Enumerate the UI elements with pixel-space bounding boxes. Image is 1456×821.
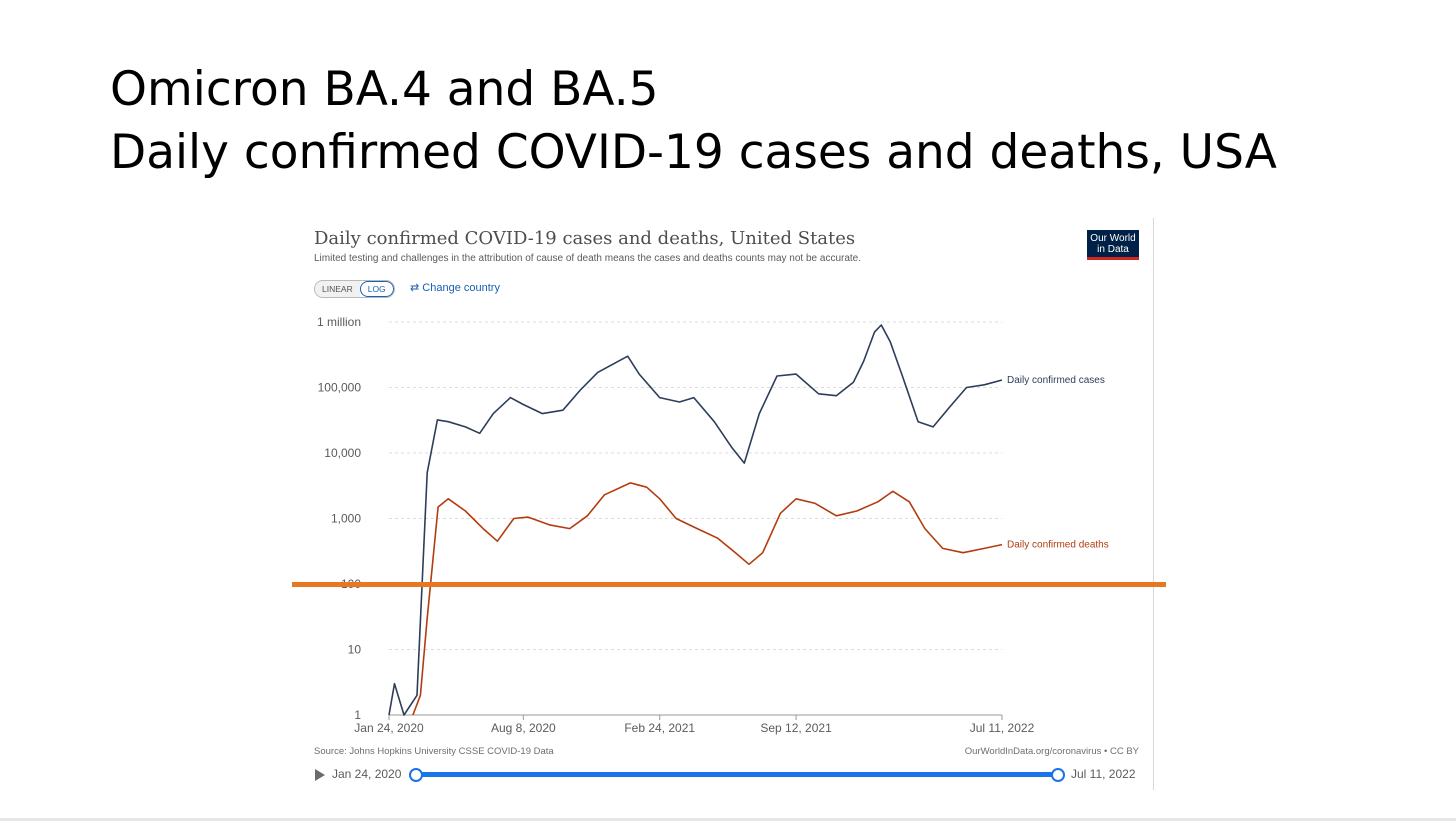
linear-scale-button[interactable]: LINEAR	[315, 281, 360, 297]
license-link[interactable]: OurWorldInData.org/coronavirus • CC BY	[964, 746, 1139, 757]
bottom-rule	[0, 818, 1456, 821]
owid-logo[interactable]: Our World in Data	[1087, 230, 1139, 260]
timeline-start-date: Jan 24, 2020	[332, 767, 402, 781]
scale-toggle: LINEAR LOG	[314, 280, 395, 298]
y-tick-label: 10	[348, 643, 362, 657]
timeline: Jan 24, 2020 Jul 11, 2022	[300, 764, 1153, 786]
timeline-end-handle[interactable]	[1051, 768, 1065, 782]
change-country-label: Change country	[422, 282, 500, 294]
x-tick-label: Aug 8, 2020	[491, 721, 556, 735]
log-scale-button[interactable]: LOG	[359, 281, 394, 297]
timeline-end-date: Jul 11, 2022	[1071, 767, 1136, 781]
timeline-start-handle[interactable]	[409, 768, 423, 782]
owid-logo-line-2: in Data	[1097, 244, 1129, 255]
slide-title-line-2: Daily confirmed COVID-19 cases and death…	[110, 125, 1277, 180]
y-tick-label: 1 million	[317, 315, 361, 329]
cases-series-label: Daily confirmed cases	[1007, 375, 1105, 386]
swap-arrows-icon: ⇄	[410, 282, 420, 294]
slide-title-line-1: Omicron BA.4 and BA.5	[110, 62, 659, 117]
grid-layer	[388, 321, 1003, 720]
chart-panel: Daily confirmed COVID-19 cases and death…	[300, 218, 1154, 790]
x-tick-label: Jul 11, 2022	[970, 721, 1035, 735]
owid-logo-line-1: Our World	[1090, 233, 1136, 244]
chart-subtitle: Limited testing and challenges in the at…	[314, 253, 862, 264]
y-tick-label: 1,000	[331, 512, 361, 526]
x-tick-label: Jan 24, 2020	[354, 721, 424, 735]
deaths-line	[412, 482, 1003, 716]
y-tick-label: 1	[354, 708, 361, 722]
timeline-track[interactable]	[416, 772, 1058, 777]
change-country-button[interactable]: ⇄ Change country	[410, 281, 500, 294]
highlight-line-100	[292, 582, 1166, 587]
x-tick-label: Sep 12, 2021	[760, 721, 832, 735]
deaths-series-label: Daily confirmed deaths	[1007, 540, 1109, 551]
x-tick-label: Feb 24, 2021	[624, 721, 695, 735]
y-tick-label: 100,000	[318, 381, 362, 395]
source-note: Source: Johns Hopkins University CSSE CO…	[314, 746, 554, 757]
chart-title: Daily confirmed COVID-19 cases and death…	[314, 228, 856, 249]
slide-title: Omicron BA.4 and BA.5 Daily confirmed CO…	[110, 58, 1277, 184]
y-tick-label: 10,000	[324, 446, 361, 460]
play-icon[interactable]	[315, 769, 325, 781]
series-layer	[388, 324, 1003, 716]
cases-line	[388, 324, 1003, 716]
